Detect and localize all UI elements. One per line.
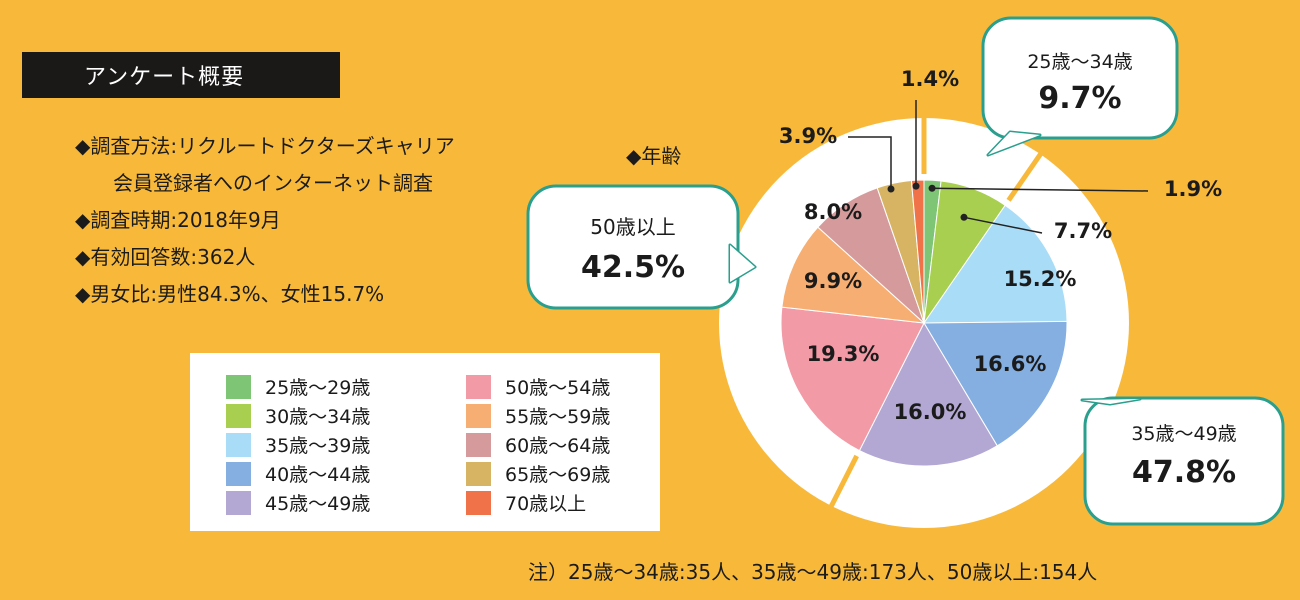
slice-label: 1.4% xyxy=(901,67,959,91)
legend-item: 55歳～59歳 xyxy=(466,402,610,429)
legend-swatch xyxy=(226,374,251,399)
legend-item: 60歳～64歳 xyxy=(466,431,610,458)
group-divider xyxy=(827,454,859,510)
legend-swatch xyxy=(466,461,491,486)
leader-dot xyxy=(912,182,920,190)
callout-group-name: 50歳以上 xyxy=(590,215,675,239)
legend: 25歳～29歳 30歳～34歳 35歳～39歳 40歳～44歳 45歳～49歳 50歳～5… xyxy=(190,353,660,531)
overview-responses: ◆有効回答数:362人 xyxy=(75,245,256,269)
legend-label: 45歳～49歳 xyxy=(265,493,371,515)
legend-swatch xyxy=(466,374,491,399)
slice-label: 9.9% xyxy=(804,269,862,293)
survey-overview: ◆調査方法:リクルートドクターズキャリア 会員登録者へのインターネット調査 ◆調… xyxy=(75,128,455,313)
legend-label: 55歳～59歳 xyxy=(505,406,611,428)
pie-slice xyxy=(910,179,925,324)
chart-label: ◆年齢 xyxy=(626,144,682,168)
callout-group-name: 25歳～34歳 xyxy=(1027,51,1132,73)
slice-label: 3.9% xyxy=(779,124,837,148)
footnote: 注）25歳～34歳:35人、35歳～49歳:173人、50歳以上:154人 xyxy=(528,560,1098,584)
overview-gender: ◆男女比:男性84.3%、女性15.7% xyxy=(75,282,385,306)
leader-line xyxy=(848,136,892,190)
legend-label: 65歳～69歳 xyxy=(505,464,611,486)
legend-item: 50歳～54歳 xyxy=(466,373,610,400)
legend-item: 70歳以上 xyxy=(466,489,586,516)
slice-label: 15.2% xyxy=(1004,267,1077,291)
callout-bubble xyxy=(981,16,1179,140)
legend-label: 50歳～54歳 xyxy=(505,377,611,399)
legend-item: 25歳～29歳 xyxy=(226,373,370,400)
pie-slice xyxy=(858,321,998,467)
leader-line xyxy=(932,187,1149,192)
leader-dot xyxy=(960,213,968,221)
callout-group-name: 35歳～49歳 xyxy=(1131,423,1236,445)
legend-label: 70歳以上 xyxy=(505,493,587,515)
pie-slice xyxy=(923,204,1068,324)
legend-label: 35歳～39歳 xyxy=(265,435,371,457)
legend-swatch xyxy=(226,490,251,515)
slice-label: 19.3% xyxy=(807,342,880,366)
legend-label: 30歳～34歳 xyxy=(265,406,371,428)
callout-bubble xyxy=(526,184,740,310)
callout-group-value: 42.5% xyxy=(581,250,685,285)
callout-group-value: 9.7% xyxy=(1038,81,1121,116)
legend-swatch xyxy=(466,490,491,515)
title-bar: アンケート概要 xyxy=(22,52,340,98)
overview-method: ◆調査方法:リクルートドクターズキャリア xyxy=(75,134,455,158)
legend-swatch xyxy=(466,432,491,457)
legend-swatch xyxy=(226,403,251,428)
pie-slice xyxy=(781,226,926,324)
overview-period: ◆調査時期:2018年9月 xyxy=(75,208,281,232)
leader-dot xyxy=(887,185,895,193)
slice-label: 7.7% xyxy=(1054,219,1112,243)
pie-slice xyxy=(780,306,925,452)
legend-item: 45歳～49歳 xyxy=(226,489,370,516)
legend-item: 30歳～34歳 xyxy=(226,402,370,429)
legend-swatch xyxy=(226,432,251,457)
leader-line xyxy=(963,216,1043,234)
pie-slice xyxy=(923,320,1068,447)
slice-label: 16.0% xyxy=(894,400,967,424)
legend-swatch xyxy=(226,461,251,486)
slice-label: 8.0% xyxy=(804,200,862,224)
legend-label: 60歳～64歳 xyxy=(505,435,611,457)
callout-bubble xyxy=(1083,396,1285,526)
legend-label: 25歳～29歳 xyxy=(265,377,371,399)
legend-swatch xyxy=(466,403,491,428)
legend-item: 35歳～39歳 xyxy=(226,431,370,458)
legend-label: 40歳～44歳 xyxy=(265,464,371,486)
page-title: アンケート概要 xyxy=(84,65,245,90)
legend-item: 65歳～69歳 xyxy=(466,460,610,487)
overview-method-cont: 会員登録者へのインターネット調査 xyxy=(113,171,433,195)
slice-label: 16.6% xyxy=(974,352,1047,376)
leader-dot xyxy=(928,184,936,192)
group-divider xyxy=(1006,150,1045,202)
slice-label: 1.9% xyxy=(1164,177,1222,201)
legend-item: 40歳～44歳 xyxy=(226,460,370,487)
callout-group-value: 47.8% xyxy=(1132,455,1236,490)
